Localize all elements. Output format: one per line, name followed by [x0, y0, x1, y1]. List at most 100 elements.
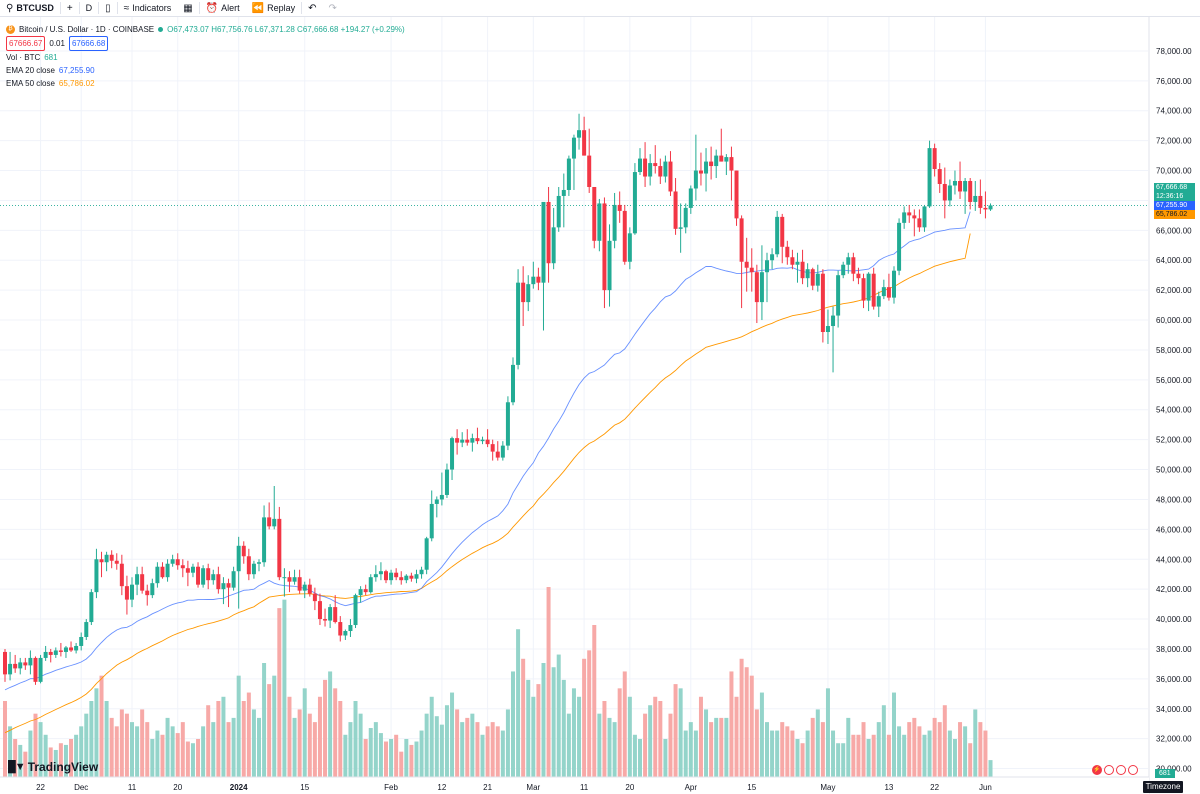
- chart-grid: [0, 17, 1148, 777]
- volume-bar: [511, 671, 515, 777]
- candle-body: [302, 584, 307, 591]
- candle-body: [69, 647, 74, 651]
- event-flag-icon[interactable]: [1116, 765, 1126, 775]
- interval-label: D: [85, 3, 93, 13]
- candle-body: [8, 663, 13, 675]
- volume-bar: [561, 679, 566, 777]
- candle-body: [739, 218, 744, 262]
- volume-bar: [693, 730, 698, 777]
- layouts-button[interactable]: ▦: [177, 0, 198, 16]
- candle-body: [638, 158, 642, 173]
- candle-body: [536, 276, 541, 283]
- candle-body: [841, 264, 846, 276]
- candle: [505, 396, 510, 451]
- candle-body: [704, 161, 709, 174]
- candle: [744, 237, 749, 292]
- candle-body: [866, 273, 871, 301]
- candle-body: [277, 518, 282, 578]
- volume-bar: [277, 608, 282, 777]
- ema50-label[interactable]: EMA 50 close: [6, 79, 55, 88]
- candle: [302, 581, 307, 599]
- volume-bar: [698, 696, 703, 777]
- candle-body: [861, 278, 866, 301]
- volume-bar: [825, 688, 830, 777]
- candle-body: [734, 170, 739, 219]
- candle: [48, 648, 53, 663]
- volume-bar: [815, 709, 820, 777]
- candle-body: [241, 545, 246, 557]
- legend-title[interactable]: Bitcoin / U.S. Dollar · 1D · COINBASE: [19, 25, 155, 34]
- candle-body: [785, 246, 790, 258]
- volume-bar: [678, 688, 683, 777]
- sell-button[interactable]: 67666.67: [6, 36, 46, 51]
- volume-tag: 681: [1155, 769, 1175, 778]
- candle-body: [185, 568, 190, 573]
- candle-body: [79, 636, 84, 646]
- candle: [475, 427, 480, 445]
- indicators-button[interactable]: ≈ Indicators: [118, 0, 178, 16]
- volume-bar: [53, 749, 58, 777]
- candle-body: [38, 657, 43, 682]
- candle: [500, 441, 505, 461]
- candle: [150, 578, 155, 599]
- y-tick-label: 48,000.00: [1156, 495, 1192, 504]
- undo-icon: ↶: [308, 2, 317, 14]
- lightning-icon[interactable]: ⚡: [1092, 765, 1102, 775]
- volume-bar: [99, 675, 104, 777]
- y-tick-label: 56,000.00: [1156, 376, 1192, 385]
- candle-body: [150, 583, 155, 596]
- undo-button[interactable]: ↶: [302, 0, 322, 16]
- replay-button[interactable]: ⏪ Replay: [246, 0, 301, 16]
- candle: [785, 240, 790, 265]
- candle: [419, 566, 424, 579]
- volume-bar: [556, 654, 561, 777]
- legend-volume-row: Vol · BTC 681: [6, 51, 405, 64]
- vol-label[interactable]: Vol · BTC: [6, 53, 41, 62]
- volume-bar: [541, 663, 546, 777]
- candle: [444, 463, 449, 498]
- candle: [196, 562, 201, 588]
- volume-bar: [389, 739, 394, 777]
- volume-bar: [805, 730, 810, 777]
- volume-bar: [653, 696, 658, 777]
- volume-bar: [500, 730, 505, 777]
- candle: [84, 619, 89, 640]
- candle: [765, 252, 769, 303]
- volume-bar: [759, 692, 764, 777]
- timezone-button[interactable]: Timezone: [1143, 781, 1183, 793]
- x-tick-label: 2024: [230, 783, 248, 792]
- chart-type-button[interactable]: ▯: [99, 0, 117, 16]
- candle: [729, 146, 734, 201]
- volume-bar: [704, 709, 709, 777]
- volume-bar: [876, 722, 881, 777]
- event-flag-icon[interactable]: [1128, 765, 1138, 775]
- volume-bar: [251, 709, 256, 777]
- volume-bar: [84, 713, 89, 777]
- candle: [983, 191, 988, 219]
- price-chart[interactable]: 30,000.0032,000.0034,000.0036,000.0038,0…: [0, 17, 1200, 794]
- volume-bar: [729, 671, 734, 777]
- redo-button[interactable]: ↷: [323, 0, 343, 16]
- event-flag-icon[interactable]: [1104, 765, 1114, 775]
- candle: [429, 490, 434, 542]
- grid-icon: ▦: [183, 2, 193, 14]
- buy-button[interactable]: 67666.68: [68, 36, 109, 51]
- candle-body: [566, 158, 571, 190]
- x-tick-label: May: [820, 783, 835, 792]
- candle: [790, 249, 795, 270]
- candle-body: [429, 503, 434, 539]
- candle-body: [231, 571, 236, 588]
- interval-button[interactable]: D: [80, 0, 99, 16]
- volume-bar: [770, 730, 775, 777]
- add-symbol-button[interactable]: +: [61, 0, 79, 16]
- candle: [546, 186, 551, 283]
- volume-bar: [790, 730, 795, 777]
- candle: [521, 266, 526, 327]
- tradingview-logo[interactable]: █▼ TradingView: [8, 760, 98, 774]
- alert-button[interactable]: ⏰ Alert: [200, 0, 246, 16]
- x-tick-label: 15: [300, 783, 309, 792]
- candle-body: [444, 469, 449, 495]
- symbol-search[interactable]: ⚲ BTCUSD: [0, 0, 60, 16]
- ema20-label[interactable]: EMA 20 close: [6, 66, 55, 75]
- candle: [627, 227, 632, 270]
